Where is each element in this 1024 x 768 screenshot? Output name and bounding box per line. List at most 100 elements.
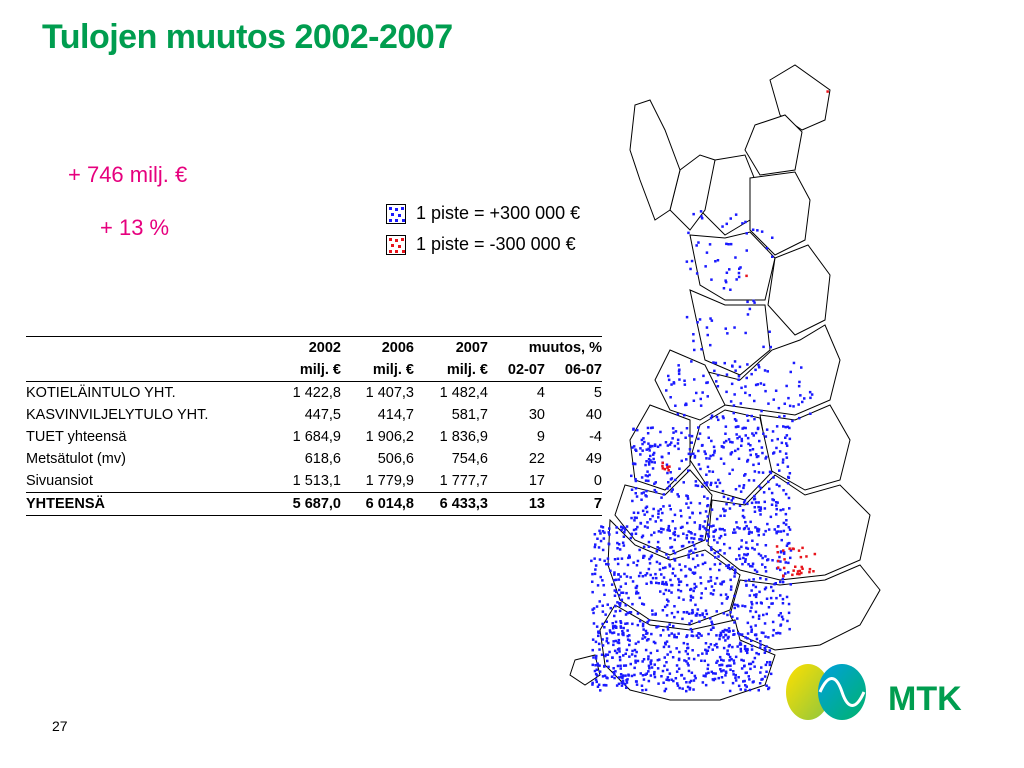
map-dot (621, 674, 625, 678)
map-dot (775, 513, 778, 516)
map-dot (621, 630, 624, 633)
map-dot (721, 415, 725, 418)
map-dot (726, 613, 729, 617)
map-dot (728, 659, 731, 662)
map-dot (693, 582, 696, 586)
map-dot (715, 485, 719, 488)
map-dot (677, 632, 680, 635)
map-dot (681, 687, 684, 690)
map-dot (709, 617, 712, 620)
map-dot (788, 472, 792, 475)
map-dot (615, 684, 619, 687)
map-dot (684, 575, 687, 578)
map-dot (777, 559, 780, 563)
map-dot (653, 488, 656, 492)
map-dot (671, 572, 674, 575)
map-dot (646, 620, 649, 624)
map-dot (771, 634, 775, 637)
map-dot (626, 563, 630, 567)
map-dot (666, 465, 669, 469)
map-dot (725, 502, 728, 506)
map-dot (713, 449, 716, 453)
map-dot (625, 686, 628, 689)
map-dot (607, 531, 610, 534)
map-dot (641, 509, 645, 513)
map-dot (740, 444, 743, 447)
map-dot (799, 555, 803, 559)
map-dot (726, 649, 729, 652)
map-dot (660, 573, 663, 576)
map-dot (636, 559, 640, 563)
map-dot (722, 659, 725, 662)
map-dot (734, 673, 737, 677)
map-dot (748, 688, 752, 692)
map-dot (661, 461, 664, 465)
map-dot (707, 426, 710, 429)
map-dot (767, 402, 770, 405)
map-dot (698, 620, 701, 623)
map-dot (746, 419, 750, 422)
map-dot (764, 389, 767, 393)
map-dot (715, 642, 718, 646)
map-dot (715, 380, 718, 383)
map-dot (699, 576, 702, 579)
map-dot (758, 682, 762, 685)
row-label: KASVINVILJELYTULO YHT. (26, 407, 209, 423)
map-dot (680, 431, 683, 435)
map-dot (625, 648, 629, 652)
map-dot (794, 565, 797, 568)
map-dot (617, 573, 620, 576)
map-dot (614, 578, 618, 582)
map-dot (729, 288, 732, 291)
map-dot (620, 528, 623, 532)
map-dot (787, 496, 791, 500)
map-dot (675, 670, 679, 673)
map-dot (789, 370, 792, 374)
map-dot (693, 674, 697, 678)
map-dot (699, 511, 702, 515)
map-dot (757, 528, 761, 531)
map-dot (736, 526, 739, 529)
map-dot (725, 271, 729, 274)
map-dot (704, 510, 708, 513)
map-dot (693, 571, 697, 575)
map-dot (723, 529, 726, 532)
map-dot (627, 596, 630, 600)
map-dot (668, 465, 671, 468)
map-dot (792, 547, 795, 551)
map-dot (701, 613, 704, 617)
map-dot (734, 655, 738, 659)
map-dot (779, 580, 782, 584)
map-dot (662, 566, 665, 570)
map-dot (688, 550, 691, 553)
map-dot (615, 531, 619, 534)
map-dot (739, 266, 742, 269)
map-dot (624, 613, 628, 616)
map-dot (704, 642, 708, 645)
map-dot (722, 669, 725, 672)
map-dot (628, 639, 631, 642)
map-dot (667, 374, 670, 378)
map-dot (768, 660, 772, 664)
map-dot (742, 426, 746, 430)
map-dot (797, 549, 801, 552)
map-dot (728, 567, 732, 571)
map-dot (738, 633, 741, 636)
map-dot (725, 597, 729, 600)
map-dot (658, 562, 662, 565)
map-dot (778, 555, 781, 559)
map-dot (599, 539, 603, 543)
map-dot (623, 531, 626, 534)
map-dot (593, 669, 597, 673)
map-dot (626, 629, 629, 632)
map-dot (740, 539, 743, 542)
map-dot (791, 573, 794, 577)
map-dot (593, 572, 597, 576)
map-dot (728, 268, 731, 271)
map-dot (741, 222, 744, 225)
map-dot (667, 678, 670, 682)
map-dot (669, 478, 673, 481)
map-dot (801, 546, 804, 550)
map-dot (641, 534, 645, 537)
map-dot (775, 501, 778, 504)
